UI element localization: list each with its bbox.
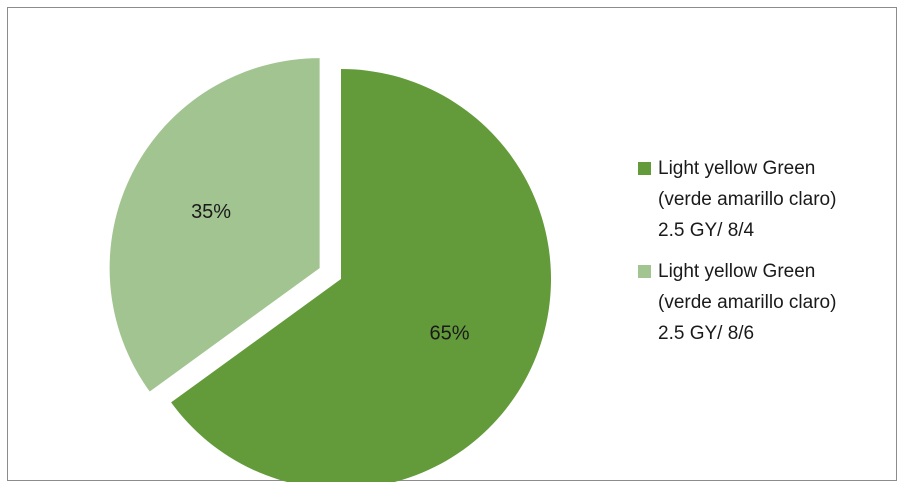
chart-frame: 65% 35% Light yellow Green (verde amarill… <box>7 7 898 482</box>
legend-item-4: Light yellow Green (verde amarillo claro… <box>638 153 898 246</box>
legend-item-6: Light yellow Green (verde amarillo claro… <box>638 256 898 349</box>
pie-slice-2 <box>109 58 320 392</box>
slice-data-label-2: 35% <box>191 201 231 223</box>
legend-label-6: Light yellow Green (verde amarillo claro… <box>658 261 837 344</box>
pie-slice-1 <box>171 69 551 482</box>
legend-label-4: Light yellow Green (verde amarillo claro… <box>658 158 837 241</box>
slice-data-label-1: 65% <box>430 323 470 345</box>
legend-swatch-4 <box>638 162 651 175</box>
legend-swatch-6 <box>638 265 651 278</box>
legend: Light yellow Green (verde amarillo claro… <box>638 153 898 359</box>
pie-chart: 65% 35% <box>109 58 551 482</box>
